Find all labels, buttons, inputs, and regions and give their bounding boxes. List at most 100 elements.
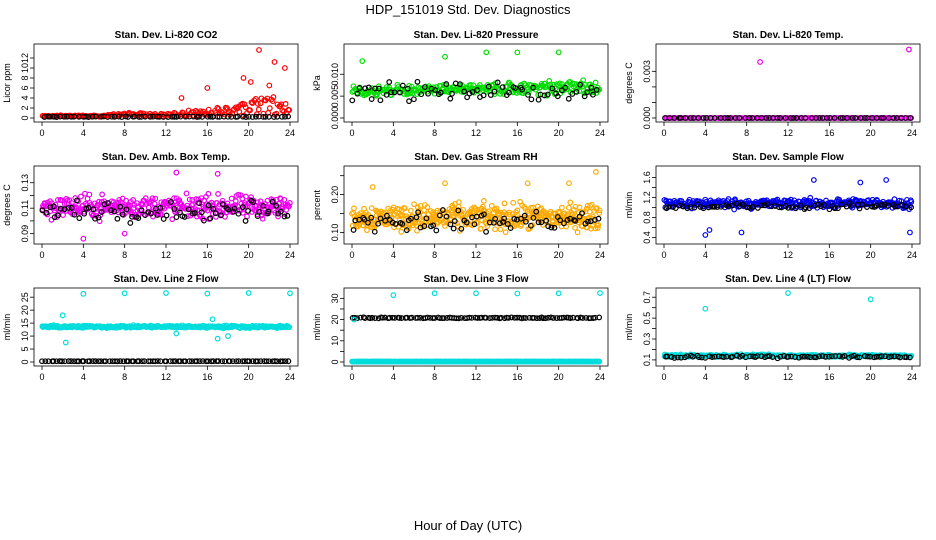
data-point — [720, 354, 727, 361]
data-point — [365, 219, 371, 226]
data-point — [82, 113, 89, 120]
data-point — [851, 352, 858, 359]
data-point — [506, 211, 513, 218]
data-point — [674, 354, 681, 361]
x-tick-label: 20 — [244, 250, 254, 260]
data-point — [774, 115, 781, 121]
data-point — [849, 202, 855, 209]
x-tick-label: 20 — [244, 128, 254, 138]
data-point — [548, 224, 555, 231]
data-point — [74, 197, 80, 204]
data-point — [259, 215, 266, 222]
x-tick-label: 16 — [824, 128, 834, 138]
data-point — [90, 206, 97, 213]
data-point — [527, 222, 534, 229]
data-point — [138, 207, 145, 214]
x-tick-label: 20 — [554, 250, 564, 260]
data-point — [433, 227, 440, 234]
data-point — [801, 353, 808, 360]
panel-title: Stan. Dev. Line 2 Flow — [114, 274, 219, 285]
x-tick-label: 0 — [39, 128, 44, 138]
chart-panel: Stan. Dev. Line 3 Flow 0 4 8 12 16 20 24 0 10 20 30… — [312, 274, 609, 382]
data-point — [95, 214, 102, 221]
data-point — [90, 358, 96, 365]
y-tick-label: 12 — [20, 53, 30, 63]
x-tick-label: 0 — [349, 250, 354, 260]
data-point — [593, 87, 600, 93]
data-point — [163, 290, 169, 296]
data-point — [76, 215, 83, 222]
data-point — [423, 215, 430, 222]
panel-title: Stan. Dev. Sample Flow — [732, 152, 844, 163]
data-point — [528, 96, 535, 103]
data-point — [413, 214, 420, 221]
data-point — [594, 225, 601, 231]
data-point — [576, 204, 583, 211]
x-tick-label: 8 — [744, 372, 749, 382]
y-tick-label: 0.1 — [642, 354, 652, 367]
data-point — [450, 225, 457, 232]
data-point — [494, 79, 501, 86]
data-point — [507, 225, 514, 231]
data-point — [837, 115, 844, 121]
data-point — [245, 113, 252, 120]
data-point — [695, 354, 702, 361]
data-point — [746, 204, 753, 211]
data-point — [596, 314, 603, 321]
data-point — [596, 86, 603, 93]
data-point — [228, 195, 235, 202]
data-point — [369, 184, 376, 190]
series-points — [662, 46, 915, 121]
data-point — [201, 217, 207, 224]
data-point — [208, 358, 215, 365]
data-point — [114, 215, 121, 222]
data-point — [596, 207, 603, 214]
x-tick-label: 24 — [285, 250, 295, 260]
chart-panel: Stan. Dev. Gas Stream RH 0 4 8 12 16 20 24 0.10 0… — [312, 152, 609, 260]
data-point — [255, 106, 262, 113]
data-point — [790, 115, 797, 121]
data-point — [135, 358, 142, 365]
x-tick-label: 12 — [161, 128, 171, 138]
data-point — [483, 228, 489, 235]
y-tick-label: 0.000 — [642, 107, 652, 130]
data-point — [273, 202, 280, 209]
data-point — [377, 97, 384, 104]
x-tick-label: 16 — [512, 128, 522, 138]
data-point — [260, 202, 267, 209]
data-point — [236, 108, 243, 115]
data-point — [852, 115, 859, 121]
data-point — [401, 205, 408, 212]
data-point — [205, 202, 212, 209]
data-point — [41, 114, 48, 120]
y-tick-label: 5 — [20, 347, 30, 352]
data-point — [807, 354, 814, 361]
data-point — [80, 235, 87, 242]
data-point — [815, 201, 821, 208]
data-point — [215, 358, 222, 365]
data-point — [86, 191, 93, 198]
data-point — [40, 204, 47, 210]
data-point — [455, 199, 462, 206]
x-tick-label: 8 — [432, 372, 437, 382]
data-point — [375, 85, 382, 92]
x-tick-label: 12 — [783, 372, 793, 382]
data-point — [597, 290, 603, 296]
data-point — [492, 226, 498, 233]
x-tick-label: 0 — [661, 372, 666, 382]
data-point — [838, 201, 845, 208]
data-point — [171, 206, 178, 212]
data-point — [485, 208, 492, 215]
data-point — [792, 354, 799, 360]
data-point — [263, 358, 270, 365]
data-point — [92, 113, 99, 120]
data-point — [173, 169, 180, 176]
y-tick-label: 0 — [20, 359, 30, 364]
data-point — [455, 207, 462, 214]
x-tick-label: 12 — [471, 372, 481, 382]
data-point — [351, 205, 357, 212]
data-point — [769, 354, 776, 361]
y-axis-label: percent — [312, 189, 322, 220]
panel-title: Stan. Dev. Li-820 Temp. — [733, 30, 844, 41]
data-point — [541, 92, 548, 99]
